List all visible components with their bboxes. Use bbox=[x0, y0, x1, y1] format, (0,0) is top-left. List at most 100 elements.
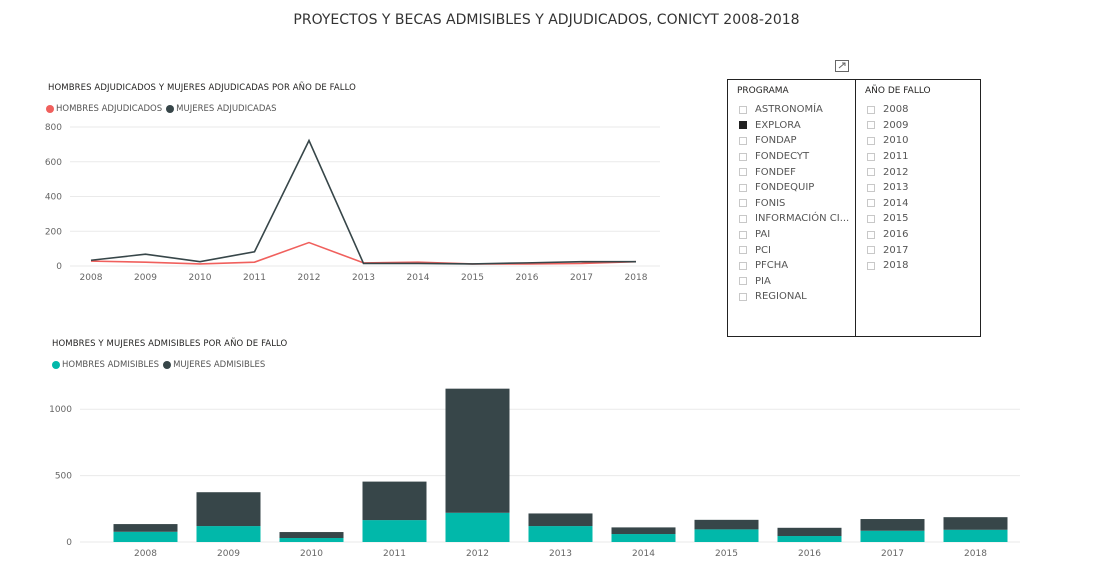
x-tick-label: 2016 bbox=[798, 549, 821, 559]
bar-segment-men[interactable] bbox=[611, 534, 676, 542]
bar-segment-women[interactable] bbox=[528, 513, 593, 527]
programa-slicer-item-label: ASTRONOMÍA bbox=[755, 104, 823, 116]
anio-slicer-header: AÑO DE FALLO bbox=[865, 86, 931, 96]
bar-segment-men[interactable] bbox=[113, 531, 178, 542]
anio-slicer-item[interactable]: 2018 bbox=[867, 258, 980, 274]
bar-chart-title: HOMBRES Y MUJERES ADMISIBLES POR AÑO DE … bbox=[52, 339, 288, 349]
checkbox[interactable] bbox=[739, 214, 747, 223]
anio-slicer-item[interactable]: 2013 bbox=[867, 180, 980, 196]
y-tick-label: 400 bbox=[45, 193, 62, 203]
anio-slicer-item[interactable]: 2011 bbox=[867, 149, 980, 165]
legend-item-women-adjudicated[interactable]: MUJERES ADJUDICADAS bbox=[166, 104, 276, 114]
bar-segment-men[interactable] bbox=[196, 526, 261, 542]
bar-segment-women[interactable] bbox=[611, 527, 676, 535]
anio-slicer-item-label: 2016 bbox=[883, 229, 909, 241]
series-line-women[interactable] bbox=[90, 138, 636, 265]
anio-slicer-item-label: 2017 bbox=[883, 244, 909, 256]
checkbox[interactable] bbox=[739, 246, 747, 255]
checkbox[interactable] bbox=[739, 136, 747, 145]
checkbox[interactable] bbox=[867, 230, 875, 239]
checkbox[interactable] bbox=[867, 121, 875, 130]
bar-segment-men[interactable] bbox=[528, 526, 593, 542]
checkbox[interactable] bbox=[739, 199, 747, 208]
programa-slicer-item-label: EXPLORA bbox=[755, 119, 801, 131]
checkbox[interactable] bbox=[739, 121, 747, 130]
x-tick-label: 2008 bbox=[134, 549, 157, 559]
checkbox[interactable] bbox=[867, 183, 875, 192]
legend-label-men-adjudicated: HOMBRES ADJUDICADOS bbox=[56, 104, 163, 114]
programa-slicer-item[interactable]: EXPLORA bbox=[739, 118, 855, 134]
bar-segment-men[interactable] bbox=[943, 529, 1008, 542]
legend-item-men-adjudicated[interactable]: HOMBRES ADJUDICADOS bbox=[46, 104, 162, 114]
programa-slicer-item-label: PAI bbox=[755, 229, 771, 241]
line-chart[interactable]: 0 200 400 600 800 2008 2009 2010 2011 2012 2013 201… bbox=[0, 115, 680, 290]
bar-segment-women[interactable] bbox=[279, 532, 344, 539]
line-chart-title: HOMBRES ADJUDICADOS Y MUJERES ADJUDICADA… bbox=[48, 83, 356, 93]
anio-slicer-item[interactable]: 2014 bbox=[867, 196, 980, 212]
programa-slicer-item[interactable]: PAI bbox=[739, 227, 855, 243]
anio-slicer-item[interactable]: 2016 bbox=[867, 227, 980, 243]
checkbox[interactable] bbox=[739, 230, 747, 239]
programa-slicer-item[interactable]: INFORMACIÓN CI... bbox=[739, 211, 855, 227]
legend-dot-men-admissible bbox=[52, 361, 60, 369]
bar-segment-men[interactable] bbox=[362, 520, 427, 542]
anio-slicer-item[interactable]: 2009 bbox=[867, 118, 980, 134]
checkbox[interactable] bbox=[739, 152, 747, 161]
programa-slicer: PROGRAMA ASTRONOMÍA EXPLORA FONDAP FONDECYT… bbox=[727, 79, 856, 337]
bar-segment-women[interactable] bbox=[196, 492, 261, 527]
x-tick-label: 2012 bbox=[466, 549, 489, 559]
checkbox[interactable] bbox=[867, 168, 875, 177]
checkbox[interactable] bbox=[867, 246, 875, 255]
programa-slicer-item[interactable]: FONDEF bbox=[739, 164, 855, 180]
anio-slicer-item[interactable]: 2015 bbox=[867, 211, 980, 227]
programa-slicer-item-label: FONDEF bbox=[755, 166, 796, 178]
bar-segment-women[interactable] bbox=[860, 519, 925, 531]
bar-segment-men[interactable] bbox=[777, 536, 842, 542]
bar-segment-men[interactable] bbox=[694, 529, 759, 542]
anio-slicer-item[interactable]: 2010 bbox=[867, 133, 980, 149]
checkbox[interactable] bbox=[867, 105, 875, 114]
checkbox[interactable] bbox=[739, 277, 747, 286]
checkbox[interactable] bbox=[867, 214, 875, 223]
programa-slicer-item[interactable]: FONIS bbox=[739, 196, 855, 212]
focus-mode-icon[interactable] bbox=[835, 60, 849, 72]
checkbox[interactable] bbox=[867, 199, 875, 208]
programa-slicer-item-label: FONDECYT bbox=[755, 151, 810, 163]
programa-slicer-item[interactable]: FONDECYT bbox=[739, 149, 855, 165]
bar-segment-women[interactable] bbox=[943, 517, 1008, 530]
x-tick-label: 2010 bbox=[300, 549, 323, 559]
checkbox[interactable] bbox=[739, 261, 747, 270]
bar-segment-men[interactable] bbox=[860, 530, 925, 542]
legend-item-women-admissible[interactable]: MUJERES ADMISIBLES bbox=[163, 360, 265, 370]
checkbox[interactable] bbox=[739, 168, 747, 177]
programa-slicer-item[interactable]: REGIONAL bbox=[739, 289, 855, 305]
programa-slicer-item[interactable]: PIA bbox=[739, 274, 855, 290]
anio-slicer-item[interactable]: 2017 bbox=[867, 242, 980, 258]
checkbox[interactable] bbox=[739, 183, 747, 192]
checkbox[interactable] bbox=[867, 152, 875, 161]
checkbox[interactable] bbox=[739, 105, 747, 114]
checkbox[interactable] bbox=[739, 292, 747, 301]
x-tick-label: 2015 bbox=[461, 273, 484, 283]
programa-slicer-item[interactable]: ASTRONOMÍA bbox=[739, 102, 855, 118]
anio-slicer-item[interactable]: 2008 bbox=[867, 102, 980, 118]
bar-segment-women[interactable] bbox=[362, 481, 427, 521]
checkbox[interactable] bbox=[867, 261, 875, 270]
anio-slicer-item-label: 2013 bbox=[883, 182, 909, 194]
programa-slicer-item[interactable]: FONDAP bbox=[739, 133, 855, 149]
checkbox[interactable] bbox=[867, 136, 875, 145]
bar-segment-men[interactable] bbox=[279, 538, 344, 542]
programa-slicer-item[interactable]: FONDEQUIP bbox=[739, 180, 855, 196]
legend-item-men-admissible[interactable]: HOMBRES ADMISIBLES bbox=[52, 360, 159, 370]
bar-segment-women[interactable] bbox=[113, 524, 178, 532]
series-line-men[interactable] bbox=[90, 241, 637, 265]
programa-slicer-item[interactable]: PFCHA bbox=[739, 258, 855, 274]
bar-chart[interactable]: 0 500 1000 2008 2009 2010 2011 2012 2013 2014 2015… bbox=[0, 380, 1093, 575]
bar-segment-women[interactable] bbox=[445, 388, 510, 513]
programa-slicer-item[interactable]: PCI bbox=[739, 242, 855, 258]
bar-segment-women[interactable] bbox=[777, 527, 842, 537]
bar-segment-men[interactable] bbox=[445, 512, 510, 542]
x-tick-label: 2010 bbox=[189, 273, 212, 283]
anio-slicer-item[interactable]: 2012 bbox=[867, 164, 980, 180]
bar-segment-women[interactable] bbox=[694, 519, 759, 530]
